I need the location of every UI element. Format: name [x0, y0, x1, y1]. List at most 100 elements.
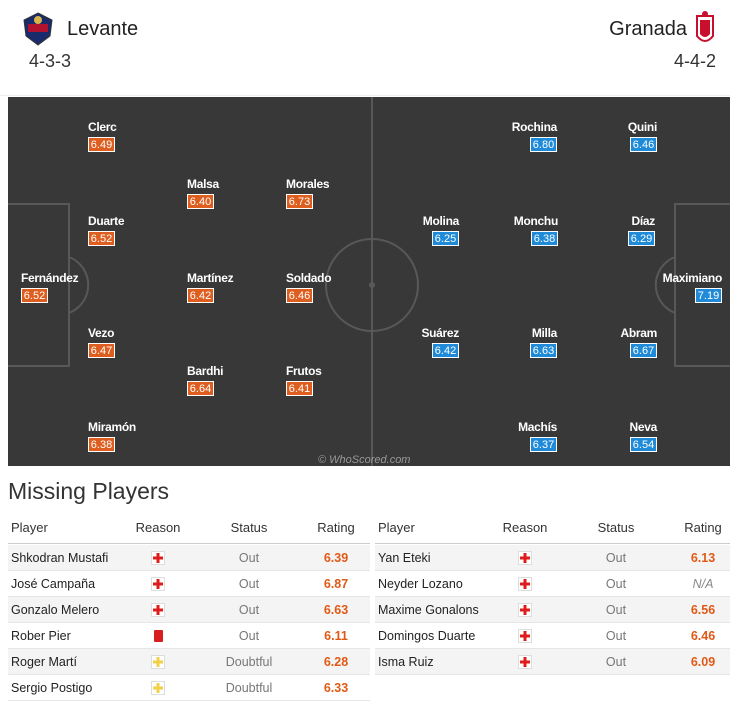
watermark: © WhoScored.com [318, 454, 411, 466]
table-row [8, 597, 370, 623]
status-cell: Out [238, 551, 260, 565]
player-rating: 6.38 [531, 231, 558, 246]
player-name: Martínez [187, 271, 234, 285]
reason-icon [151, 603, 165, 617]
player-cell: Gonzalo Melero [11, 603, 100, 617]
player-name: Díaz [631, 214, 656, 228]
player-cell: Neyder Lozano [378, 577, 463, 591]
rating-cell: N/A [692, 577, 714, 591]
rating-cell: 6.11 [324, 629, 348, 643]
player-rating: 6.46 [630, 137, 657, 152]
table-header: Reason [135, 520, 181, 535]
table-row [375, 571, 730, 597]
player-name: Frutos [286, 364, 322, 378]
reason-icon [154, 630, 163, 642]
player-name: Bardhi [187, 364, 224, 378]
pitch-lines [8, 97, 730, 466]
status-cell: Out [238, 603, 260, 617]
reason-icon [151, 577, 165, 591]
player-rating: 6.63 [530, 343, 557, 358]
player-name: Neva [629, 420, 658, 434]
rating-cell: 6.28 [323, 655, 349, 669]
player-cell: Isma Ruiz [378, 655, 434, 669]
status-cell: Out [238, 577, 260, 591]
player-name: Abram [620, 326, 657, 340]
player-rating: 6.25 [432, 231, 459, 246]
table-header: Reason [502, 520, 548, 535]
table-header: Status [230, 520, 268, 535]
rating-cell: 6.09 [690, 655, 716, 669]
rating-cell: 6.39 [323, 551, 349, 565]
table-header: Rating [317, 520, 355, 535]
home-formation: 4-3-3 [29, 51, 72, 71]
rating-cell: 6.87 [323, 577, 349, 591]
status-cell: Out [605, 629, 627, 643]
player-name: Monchu [513, 214, 559, 228]
status-cell: Out [238, 629, 260, 643]
player-name: Suárez [421, 326, 459, 340]
header-rule [8, 543, 370, 544]
player-rating: 6.37 [530, 437, 557, 452]
table-row [375, 623, 730, 649]
table-row [375, 649, 730, 675]
player-rating: 6.29 [628, 231, 655, 246]
player-rating: 6.46 [286, 288, 313, 303]
player-name: Vezo [88, 326, 115, 340]
status-cell: Out [605, 551, 627, 565]
player-rating: 6.64 [187, 381, 214, 396]
player-rating: 6.54 [630, 437, 657, 452]
status-cell: Out [605, 603, 627, 617]
table-header: Player [11, 520, 48, 535]
player-rating: 6.42 [187, 288, 214, 303]
player-name: Maximiano [662, 271, 723, 285]
rating-cell: 6.46 [690, 629, 716, 643]
player-cell: Domingos Duarte [378, 629, 476, 643]
player-name: Soldado [286, 271, 332, 285]
player-rating: 6.41 [286, 381, 313, 396]
status-cell: Doubtful [225, 655, 273, 669]
player-name: Morales [286, 177, 330, 191]
reason-icon [518, 551, 532, 565]
player-name: Milla [531, 326, 557, 340]
player-cell: Sergio Postigo [11, 681, 93, 695]
header-rule [375, 543, 730, 544]
player-cell: Rober Pier [11, 629, 71, 643]
player-name: Duarte [88, 214, 125, 228]
reason-icon [151, 551, 165, 565]
away-formation: 4-4-2 [673, 51, 716, 71]
status-cell: Out [605, 577, 627, 591]
reason-icon [518, 655, 532, 669]
player-cell: Roger Martí [11, 655, 77, 669]
reason-icon [518, 603, 532, 617]
away-logo [696, 11, 714, 42]
player-name: Quini [627, 120, 657, 134]
reason-icon [151, 655, 165, 669]
player-cell: Shkodran Mustafi [11, 551, 109, 565]
table-header: Status [597, 520, 635, 535]
table-header: Player [378, 520, 415, 535]
rating-cell: 6.56 [690, 603, 716, 617]
player-rating: 6.47 [88, 343, 115, 358]
player-cell: Maxime Gonalons [378, 603, 479, 617]
player-rating: 6.49 [88, 137, 115, 152]
player-name: Fernández [21, 271, 79, 285]
player-name: Machís [518, 420, 557, 434]
status-cell: Doubtful [225, 681, 273, 695]
player-cell: José Campaña [11, 577, 96, 591]
table-row [8, 571, 370, 597]
table-row [375, 545, 730, 571]
player-rating: 6.42 [432, 343, 459, 358]
table-row [8, 649, 370, 675]
header: Levante 4-3-3 Granada 4-4-2 [0, 0, 730, 96]
player-name: Malsa [187, 177, 219, 191]
player-rating: 6.38 [88, 437, 115, 452]
rating-cell: 6.13 [690, 551, 716, 565]
home-name: Levante [67, 18, 139, 40]
player-name: Clerc [88, 120, 117, 134]
player-cell: Yan Eteki [378, 551, 431, 565]
player-rating: 6.80 [530, 137, 557, 152]
table-row [8, 545, 370, 571]
player-name: Miramón [88, 420, 136, 434]
